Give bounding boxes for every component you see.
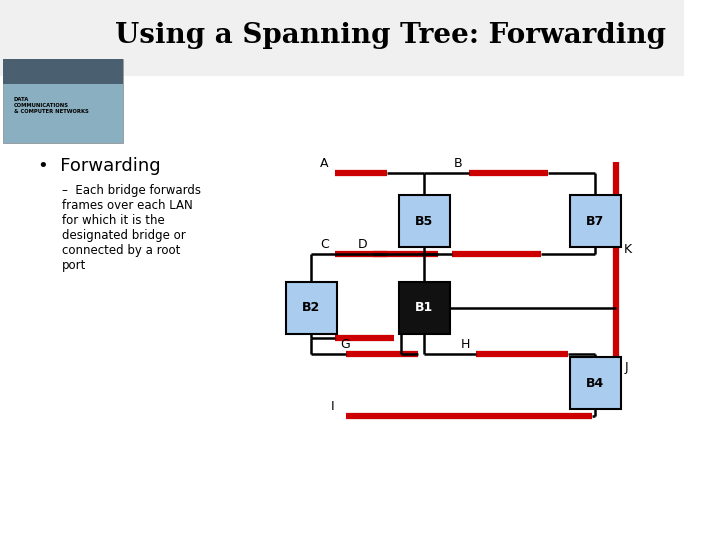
Text: A: A xyxy=(320,157,329,170)
FancyBboxPatch shape xyxy=(570,357,621,409)
Text: D: D xyxy=(358,238,368,251)
FancyBboxPatch shape xyxy=(286,282,337,334)
Text: B2: B2 xyxy=(302,301,320,314)
Text: B1: B1 xyxy=(415,301,433,314)
FancyBboxPatch shape xyxy=(399,195,450,247)
FancyBboxPatch shape xyxy=(399,282,450,334)
Text: E: E xyxy=(320,322,328,335)
Text: –  Each bridge forwards
frames over each LAN
for which it is the
designated brid: – Each bridge forwards frames over each … xyxy=(62,184,201,272)
Text: G: G xyxy=(340,338,350,351)
Text: B7: B7 xyxy=(586,215,605,228)
FancyBboxPatch shape xyxy=(4,59,123,143)
Text: J: J xyxy=(624,361,628,374)
FancyBboxPatch shape xyxy=(0,0,685,76)
Text: DATA
COMMUNICATIONS
& COMPUTER NETWORKS: DATA COMMUNICATIONS & COMPUTER NETWORKS xyxy=(14,97,89,114)
Text: B5: B5 xyxy=(415,215,433,228)
FancyBboxPatch shape xyxy=(4,59,123,84)
Text: H: H xyxy=(461,338,470,351)
Text: K: K xyxy=(624,243,632,256)
Text: Using a Spanning Tree: Forwarding: Using a Spanning Tree: Forwarding xyxy=(114,22,665,49)
Text: B4: B4 xyxy=(586,377,605,390)
Text: •  Forwarding: • Forwarding xyxy=(37,157,161,174)
Text: B: B xyxy=(454,157,462,170)
Text: I: I xyxy=(330,400,334,413)
Text: C: C xyxy=(320,238,329,251)
FancyBboxPatch shape xyxy=(570,195,621,247)
Text: F: F xyxy=(436,238,444,251)
